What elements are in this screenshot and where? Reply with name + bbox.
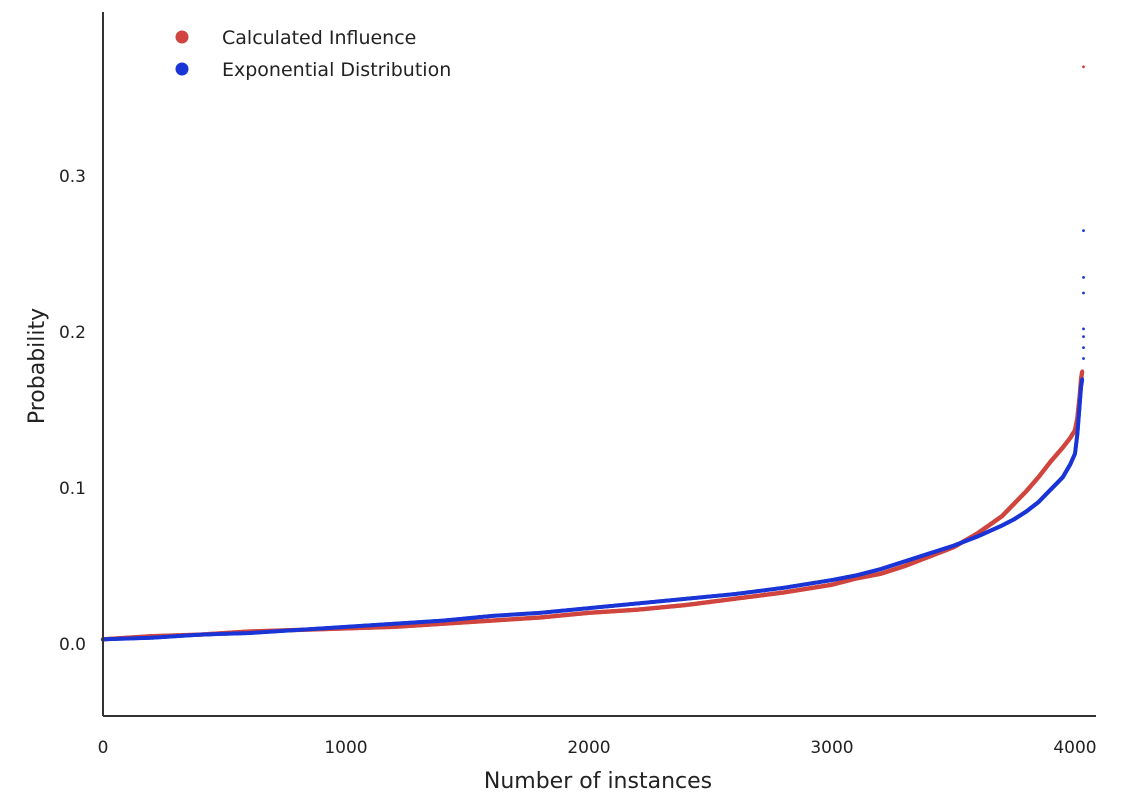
legend-label-calculated-influence: Calculated Influence (222, 27, 416, 49)
x-tick-labels: 0 1000 2000 3000 4000 (98, 738, 1097, 758)
x-tick-label: 4000 (1053, 738, 1096, 758)
outlier-point (1082, 65, 1085, 69)
y-tick-label: 0.0 (59, 635, 86, 655)
outlier-point (1082, 346, 1085, 349)
outlier-point (1082, 229, 1085, 233)
x-tick-label: 0 (98, 738, 109, 758)
y-tick-labels: 0.0 0.1 0.2 0.3 (59, 167, 86, 655)
outlier-point (1082, 276, 1085, 279)
y-tick-label: 0.1 (59, 479, 86, 499)
outlier-point (1082, 335, 1085, 339)
y-tick-label: 0.3 (59, 167, 86, 187)
outlier-point (1082, 327, 1085, 331)
x-tick-label: 1000 (324, 738, 367, 758)
legend-marker-exponential-distribution (175, 62, 189, 76)
x-tick-label: 3000 (810, 738, 853, 758)
x-axis-title: Number of instances (484, 769, 712, 794)
y-axis-title: Probability (25, 308, 50, 424)
legend-marker-calculated-influence (175, 30, 189, 44)
outlier-point (1082, 291, 1085, 295)
data-point (1080, 369, 1084, 373)
legend-label-exponential-distribution: Exponential Distribution (222, 59, 451, 81)
series-layer (100, 65, 1085, 642)
legend: Calculated Influence Exponential Distrib… (175, 27, 451, 81)
y-tick-label: 0.2 (59, 323, 86, 343)
outlier-point (1082, 357, 1085, 360)
x-tick-label: 2000 (567, 738, 610, 758)
series-calculated-influence (100, 369, 1085, 642)
data-point (1080, 377, 1084, 381)
series-exponential-distribution (101, 377, 1085, 642)
